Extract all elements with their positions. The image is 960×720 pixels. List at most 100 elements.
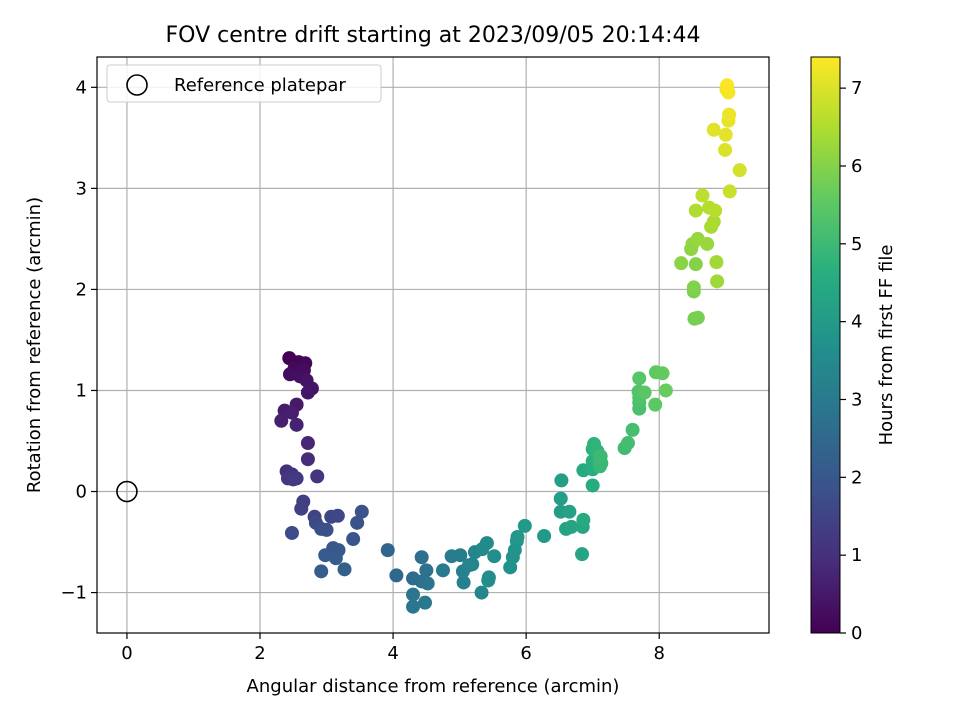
scatter-point: [709, 255, 724, 270]
colorbar-label: Hours from first FF file: [876, 245, 897, 446]
scatter-point: [554, 473, 569, 488]
scatter-point: [585, 478, 600, 493]
x-tick-label: 0: [121, 643, 132, 664]
x-tick-label: 6: [520, 643, 531, 664]
scatter-point: [319, 522, 334, 537]
colorbar-ticks: 0 1 2 3 4 5 6 7: [840, 78, 862, 644]
x-tick-label: 2: [254, 643, 265, 664]
scatter-point: [722, 107, 737, 122]
scatter-point: [564, 519, 579, 534]
scatter-point: [461, 558, 476, 573]
scatter-point: [576, 512, 591, 527]
legend: Reference platepar: [106, 64, 382, 103]
scatter-point: [289, 417, 304, 432]
scatter-point: [710, 274, 725, 289]
y-tick-label: 0: [76, 482, 87, 503]
scatter-point: [718, 142, 733, 157]
scatter-point: [688, 203, 703, 218]
legend-label: Reference platepar: [174, 75, 346, 96]
scatter-point: [722, 184, 737, 199]
scatter-point: [620, 436, 635, 451]
scatter-point: [406, 587, 421, 602]
x-axis-ticks: 0 2 4 6 8: [121, 633, 665, 664]
colorbar-tick-label: 5: [851, 234, 862, 255]
scatter-point: [655, 366, 670, 381]
scatter-point: [310, 469, 325, 484]
scatter-point: [517, 518, 532, 533]
reference-platepar-marker: [116, 480, 138, 503]
scatter-point: [300, 452, 315, 467]
x-axis-label: Angular distance from reference (arcmin): [247, 676, 620, 697]
scatter-point: [456, 575, 471, 590]
scatter-point: [706, 122, 721, 137]
colorbar-tick-label: 3: [851, 389, 862, 410]
scatter-point: [487, 549, 502, 564]
scatter-point: [337, 562, 352, 577]
scatter-point: [406, 599, 421, 614]
colorbar-tick-label: 4: [851, 312, 862, 333]
scatter-point: [314, 564, 329, 579]
y-tick-label: 1: [76, 380, 87, 401]
scatter-point: [318, 548, 333, 563]
scatter-point: [286, 472, 301, 487]
y-tick-label: 3: [76, 178, 87, 199]
x-tick-label: 8: [653, 643, 664, 664]
scatter-point: [637, 385, 652, 400]
scatter-point: [708, 203, 723, 218]
scatter-point: [380, 543, 395, 558]
y-tick-label: 4: [76, 77, 87, 98]
scatter-point: [575, 547, 590, 562]
scatter-point: [474, 585, 489, 600]
scatter-point: [328, 551, 343, 566]
scatter-point: [537, 528, 552, 543]
scatter-point: [419, 563, 434, 578]
x-tick-label: 4: [387, 643, 398, 664]
scatter-point: [389, 568, 404, 583]
legend-marker: [126, 74, 148, 96]
reference-marker-layer: [116, 480, 138, 503]
scatter-point: [674, 256, 689, 271]
chart-title: FOV centre drift starting at 2023/09/05 …: [166, 23, 701, 48]
scatter-point: [284, 525, 299, 540]
scatter-point: [414, 550, 429, 565]
y-tick-label: 2: [76, 279, 87, 300]
colorbar-tick-label: 7: [851, 78, 862, 99]
colorbar-tick-label: 2: [851, 467, 862, 488]
scatter-point: [632, 371, 647, 386]
colorbar-tick-label: 1: [851, 545, 862, 566]
y-axis-ticks: −1 0 1 2 3 4: [60, 77, 97, 604]
scatter-point: [658, 383, 673, 398]
scatter-point: [510, 530, 525, 544]
scatter-point: [625, 422, 640, 437]
scatter-point: [300, 385, 315, 400]
scatter-point: [274, 413, 289, 428]
grid: [97, 57, 769, 633]
scatter-point: [593, 449, 608, 464]
scatter-point: [330, 508, 345, 523]
scatter-point: [284, 405, 299, 420]
scatter-point: [346, 532, 361, 547]
scatter-point: [562, 504, 577, 519]
scatter-point: [688, 257, 703, 272]
colorbar-tick-label: 0: [851, 623, 862, 644]
scatter-point: [648, 397, 663, 412]
scatter-point: [294, 501, 309, 516]
scatter-point: [695, 188, 710, 203]
scatter-point: [481, 573, 496, 588]
scatter-point: [686, 280, 701, 295]
scatter-point: [706, 214, 721, 229]
scatter-point: [732, 163, 747, 178]
colorbar-gradient: [810, 56, 841, 634]
y-tick-label: −1: [60, 583, 87, 604]
y-axis-label: Rotation from reference (arcmin): [24, 197, 45, 493]
scatter-point: [420, 576, 435, 591]
plot-frame: [96, 56, 770, 634]
scatter-point: [479, 536, 494, 551]
scatter-point: [700, 236, 715, 251]
scatter-point: [720, 78, 735, 93]
scatter-point: [718, 127, 733, 142]
scatter-point: [354, 504, 369, 519]
scatter-point: [418, 595, 433, 610]
scatter-point: [435, 563, 450, 578]
